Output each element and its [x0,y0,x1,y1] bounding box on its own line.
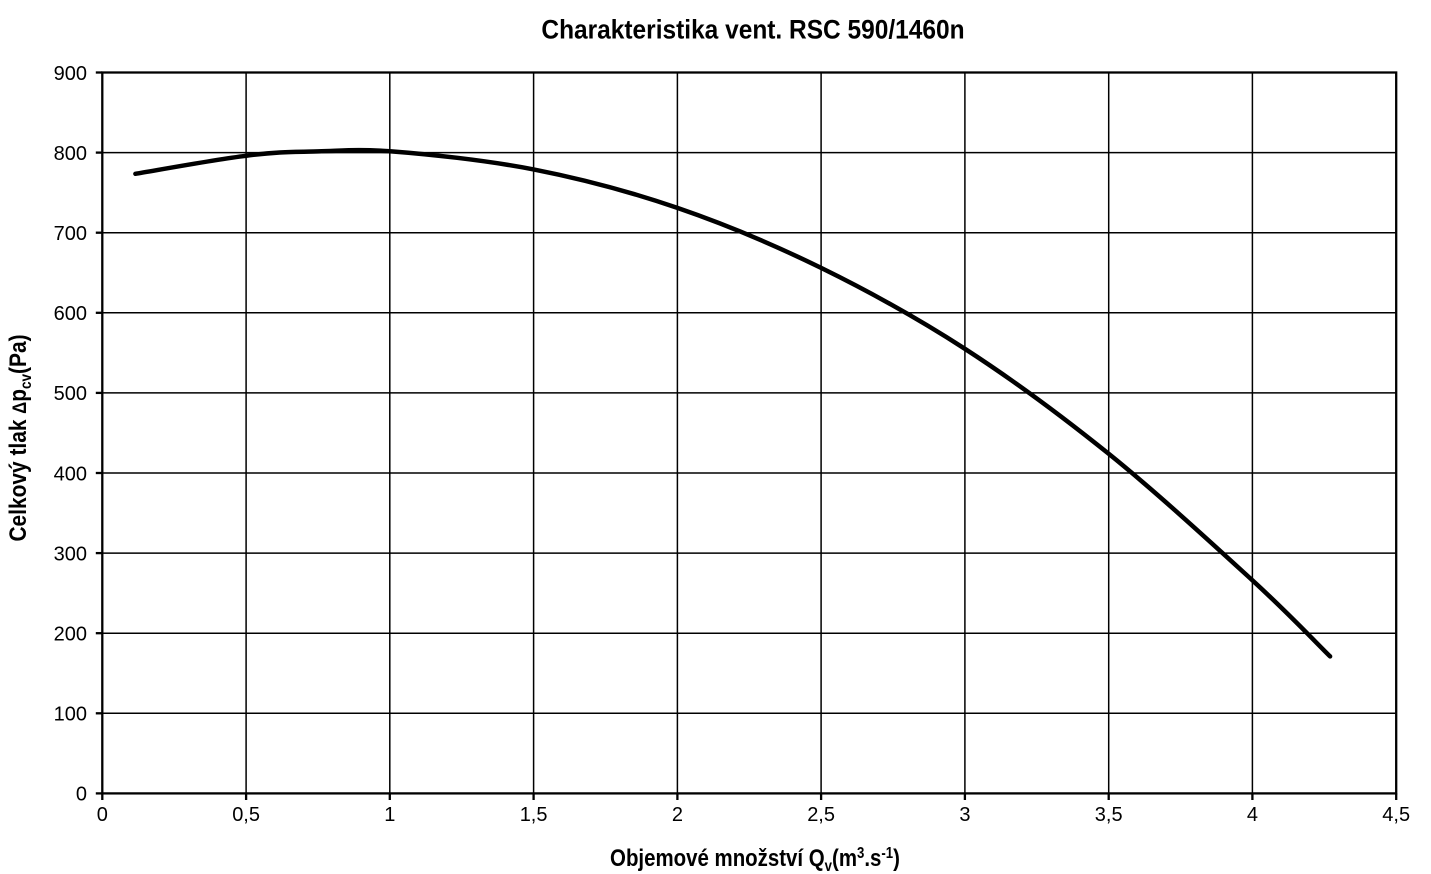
svg-text:300: 300 [54,543,87,565]
svg-text:Celkový tlak Δpcv(Pa): Celkový tlak Δpcv(Pa) [5,334,36,541]
svg-text:4: 4 [1247,804,1258,826]
svg-text:400: 400 [54,463,87,485]
svg-text:0,5: 0,5 [232,804,260,826]
svg-text:800: 800 [54,143,87,165]
svg-text:1: 1 [384,804,395,826]
svg-text:200: 200 [54,624,87,646]
svg-text:600: 600 [54,303,87,325]
svg-text:700: 700 [54,223,87,245]
svg-text:500: 500 [54,383,87,405]
svg-text:Objemové množství Qv(m3.s-1): Objemové množství Qv(m3.s-1) [610,844,900,874]
svg-text:2,5: 2,5 [807,804,835,826]
svg-text:1,5: 1,5 [520,804,548,826]
svg-text:3: 3 [959,804,970,826]
svg-text:2: 2 [672,804,683,826]
svg-text:900: 900 [54,63,87,85]
svg-text:Charakteristika vent. RSC 590/: Charakteristika vent. RSC 590/1460n [541,15,964,44]
svg-text:3,5: 3,5 [1095,804,1123,826]
svg-text:0: 0 [76,784,87,806]
svg-text:4,5: 4,5 [1382,804,1410,826]
svg-text:100: 100 [54,704,87,726]
svg-text:0: 0 [97,804,108,826]
